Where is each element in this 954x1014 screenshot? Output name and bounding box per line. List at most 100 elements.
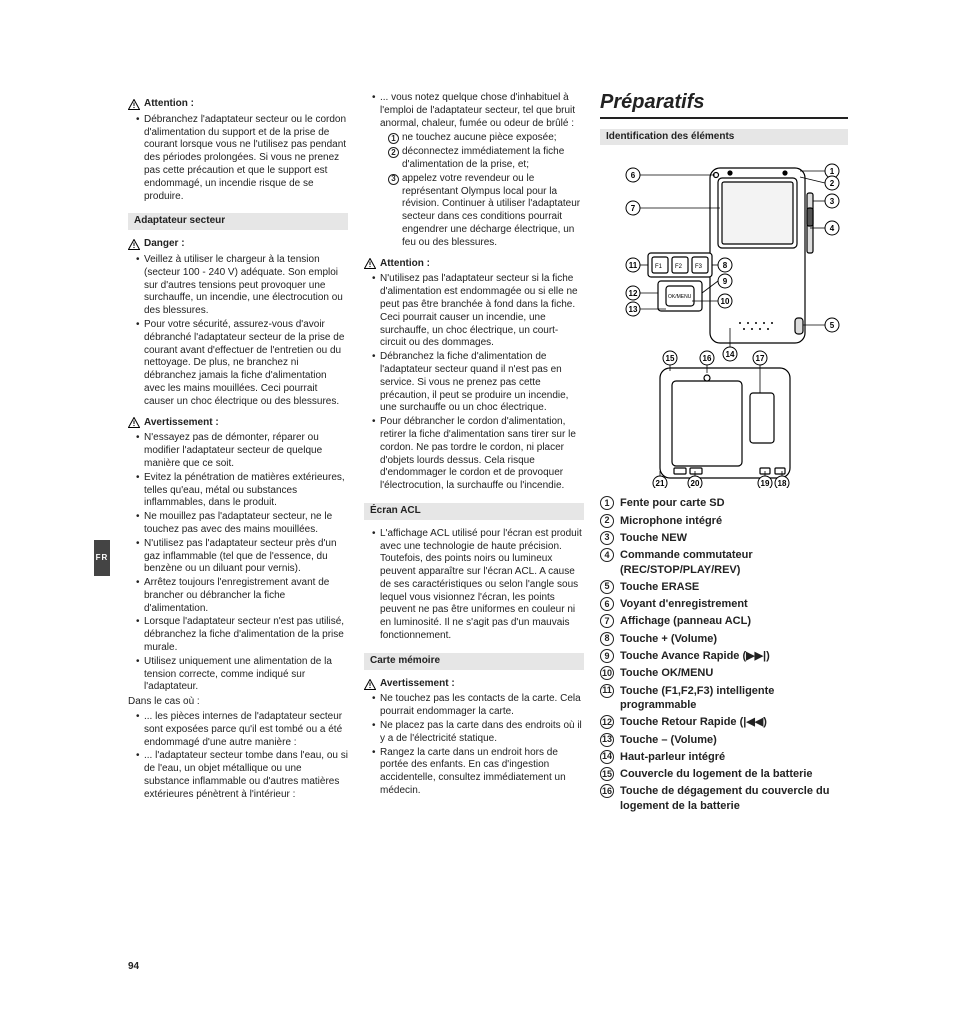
part-command: ERASE [661, 581, 699, 593]
part-label: Touche de dégagement du couvercle du log… [620, 785, 829, 811]
part-number-icon: 14 [600, 750, 614, 764]
part-label: Touche [620, 532, 661, 544]
list-item: ... l'adaptateur secteur tombe dans l'ea… [136, 750, 348, 801]
parts-item: 6 Voyant d'enregistrement [600, 597, 848, 611]
attention-heading: Attention : [128, 98, 348, 111]
page: Attention : Débranchez l'adaptateur sect… [0, 0, 954, 856]
part-label: Touche (F1,F2,F3) intelligente programma… [620, 685, 774, 711]
subhead-identification: Identification des éléments [600, 129, 848, 146]
list-item: Veillez à utiliser le chargeur à la tens… [136, 254, 348, 318]
in-case-list: ... les pièces internes de l'adaptateur … [128, 711, 348, 802]
list-item: N'utilisez pas l'adaptateur secteur près… [136, 538, 348, 576]
device-diagram: F1 F2 F3 OK/MENU [600, 153, 848, 488]
part-number-icon: 12 [600, 715, 614, 729]
svg-text:F1: F1 [655, 264, 663, 270]
list-item: Rangez la carte dans un endroit hors de … [372, 747, 584, 798]
part-command: NEW [661, 532, 687, 544]
svg-text:14: 14 [726, 350, 735, 359]
list-item: Lorsque l'adaptateur secteur n'est pas u… [136, 616, 348, 654]
svg-text:3: 3 [830, 197, 835, 206]
danger-list: Veillez à utiliser le chargeur à la tens… [128, 254, 348, 409]
svg-text:5: 5 [830, 321, 835, 330]
parts-item: 10 Touche OK/MENU [600, 666, 848, 680]
parts-item: 15Couvercle du logement de la batterie [600, 767, 848, 781]
list-item: Ne placez pas la carte dans des endroits… [372, 720, 584, 746]
parts-item: 11Touche (F1,F2,F3) intelligente program… [600, 684, 848, 713]
avert-heading: Avertissement : [128, 417, 348, 430]
svg-text:10: 10 [721, 297, 730, 306]
svg-text:18: 18 [778, 479, 787, 488]
parts-item: 16 Touche de dégagement du couvercle du l… [600, 784, 848, 813]
part-number-icon: 10 [600, 666, 614, 680]
avert2-label: Avertissement : [380, 678, 455, 691]
num-1-icon: 1 [388, 133, 399, 144]
carte-list: Ne touchez pas les contacts de la carte.… [364, 693, 584, 797]
svg-text:13: 13 [629, 305, 638, 314]
list-item: L'affichage ACL utilisé pour l'écran est… [372, 528, 584, 643]
part-number-icon: 1 [600, 496, 614, 510]
part-label: Touche Avance Rapide (▶▶|) [620, 650, 770, 662]
attention-label: Attention : [144, 98, 194, 111]
svg-text:19: 19 [761, 479, 770, 488]
svg-text:8: 8 [723, 261, 728, 270]
part-label: Fente pour carte SD [620, 497, 725, 509]
part-label: Affichage (panneau ACL) [620, 615, 751, 627]
part-label: Voyant d'enregistrement [620, 598, 748, 610]
subhead-carte: Carte mémoire [364, 653, 584, 670]
svg-text:2: 2 [830, 179, 835, 188]
part-number-icon: 6 [600, 597, 614, 611]
list-item: Pour débrancher le cordon d'alimentation… [372, 416, 584, 493]
list-item: Arrêtez toujours l'enregistrement avant … [136, 577, 348, 615]
part-number-icon: 8 [600, 632, 614, 646]
section-title: Préparatifs [600, 90, 848, 119]
attention2-list: N'utilisez pas l'adaptateur secteur si l… [364, 273, 584, 493]
part-number-icon: 9 [600, 649, 614, 663]
parts-item: 12 Touche Retour Rapide (|◀◀) [600, 715, 848, 729]
column-3: Préparatifs Identification des éléments … [600, 90, 848, 816]
list-item: Utilisez uniquement une alimentation de … [136, 656, 348, 694]
part-label: Haut-parleur intégré [620, 751, 725, 763]
part-number-icon: 16 [600, 784, 614, 798]
subhead-adaptateur: Adaptateur secteur [128, 213, 348, 230]
language-tab: FR [94, 540, 110, 576]
list-item: 1ne touchez aucune pièce exposée; [388, 132, 584, 145]
parts-item: 7 Affichage (panneau ACL) [600, 614, 848, 628]
part-label: Touche [620, 581, 661, 593]
list-item: Pour votre sécurité, assurez-vous d'avoi… [136, 319, 348, 409]
svg-text:7: 7 [631, 204, 636, 213]
part-label: Touche Retour Rapide (|◀◀) [620, 716, 767, 728]
svg-text:20: 20 [691, 479, 700, 488]
avert-label: Avertissement : [144, 417, 219, 430]
in-case-label: Dans le cas où : [128, 696, 348, 709]
list-item: Ne touchez pas les contacts de la carte.… [372, 693, 584, 719]
part-number-icon: 7 [600, 614, 614, 628]
parts-item: 9 Touche Avance Rapide (▶▶|) [600, 649, 848, 663]
list-item: N'utilisez pas l'adaptateur secteur si l… [372, 273, 584, 350]
subhead-ecran: Écran ACL [364, 503, 584, 520]
parts-item: 14 Haut-parleur intégré [600, 750, 848, 764]
list-item: 2déconnectez immédiatement la fiche d'al… [388, 146, 584, 172]
part-label: Touche – (Volume) [620, 734, 717, 746]
parts-item: 3 Touche NEW [600, 531, 848, 545]
list-item: Evitez la pénétration de matières extéri… [136, 472, 348, 510]
part-label: Touche + (Volume) [620, 633, 717, 645]
column-1: Attention : Débranchez l'adaptateur sect… [128, 90, 348, 816]
part-number-icon: 4 [600, 548, 614, 562]
avert2-heading: Avertissement : [364, 678, 584, 691]
cont-list: ... vous notez quelque chose d'inhabitue… [364, 92, 584, 250]
cont-intro: ... vous notez quelque chose d'inhabitue… [380, 92, 575, 129]
part-label: Couvercle du logement de la batterie [620, 768, 813, 780]
list-item: N'essayez pas de démonter, réparer ou mo… [136, 432, 348, 470]
list-item: Débranchez la fiche d'alimentation de l'… [372, 351, 584, 415]
part-number-icon: 2 [600, 514, 614, 528]
svg-text:4: 4 [830, 224, 835, 233]
part-command: OK/MENU [661, 667, 713, 679]
column-2: ... vous notez quelque chose d'inhabitue… [364, 90, 584, 816]
svg-text:6: 6 [631, 171, 636, 180]
list-item: ... vous notez quelque chose d'inhabitue… [372, 92, 584, 250]
part-label: Touche [620, 667, 661, 679]
attention2-label: Attention : [380, 258, 430, 271]
part-command: REC/STOP/PLAY/REV [624, 564, 737, 576]
part-number-icon: 3 [600, 531, 614, 545]
attention-list: Débranchez l'adaptateur secteur ou le co… [128, 114, 348, 204]
